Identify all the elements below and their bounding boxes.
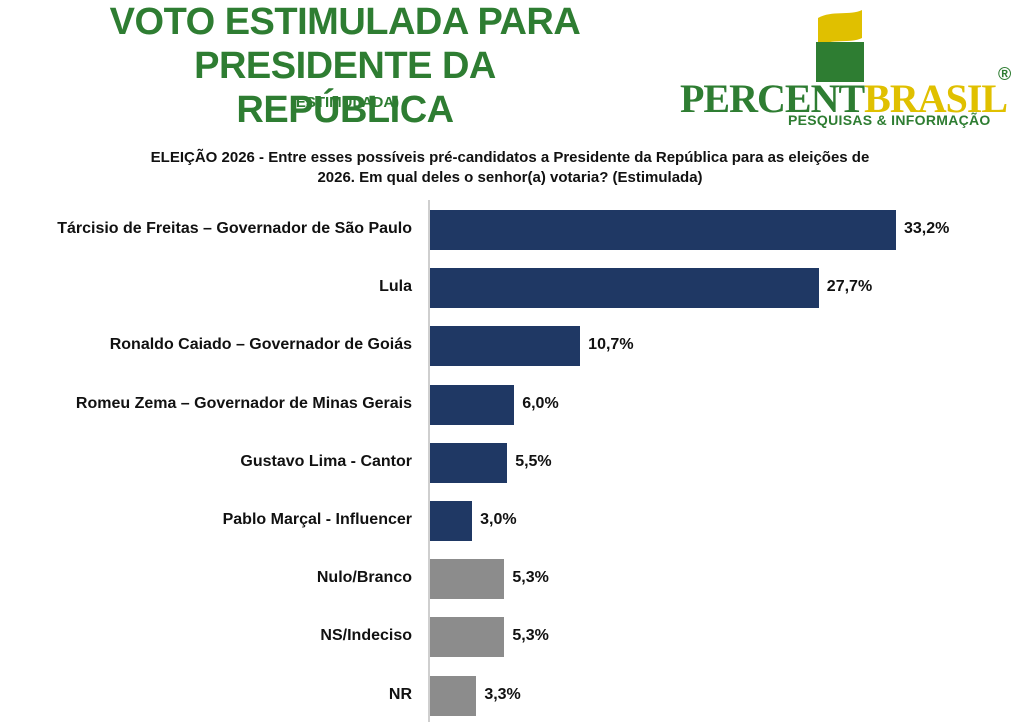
registered-mark: ®	[998, 64, 1012, 84]
logo-wordmark: PERCENTBRASIL	[680, 76, 1008, 121]
value-label: 33,2%	[904, 220, 950, 237]
bar	[430, 384, 515, 425]
category-label: Lula	[379, 278, 412, 296]
value-label: 10,7%	[588, 336, 634, 354]
percentbrasil-logo: PERCENTBRASIL ® PESQUISAS & INFORMAÇÃO	[680, 8, 1020, 133]
bar	[430, 268, 819, 309]
logo-word-percent: PERCENT	[680, 76, 865, 121]
category-label: Pablo Marçal - Influencer	[222, 511, 412, 528]
category-label: Gustavo Lima - Cantor	[240, 452, 412, 470]
value-label: 5,3%	[512, 569, 549, 587]
bar	[430, 501, 473, 541]
logo-flag-icon	[816, 10, 864, 82]
value-label: 6,0%	[522, 394, 559, 412]
category-axis-line	[428, 200, 430, 722]
value-label: 5,5%	[515, 452, 552, 470]
bar	[430, 442, 508, 483]
category-label: Ronaldo Caiado – Governador de Goiás	[109, 336, 412, 354]
question-line-2: 2026. Em qual deles o senhor(a) votaria?…	[317, 169, 703, 186]
category-label: NR	[388, 685, 412, 703]
page-subtitle: (ESTIMULADA)	[290, 94, 400, 111]
bar-chart: Tárcisio de Freitas – Governador de São …	[0, 200, 1024, 722]
value-label: 3,3%	[484, 685, 521, 703]
title-line-1: VOTO ESTIMULADA PARA	[109, 1, 581, 43]
logo-word-brasil: BRASIL	[864, 76, 1008, 121]
category-label: Romeu Zema – Governador de Minas Gerais	[75, 394, 412, 412]
logo-tagline: PESQUISAS & INFORMAÇÃO	[788, 112, 991, 128]
value-label: 27,7%	[826, 278, 873, 296]
value-label: 5,3%	[512, 627, 549, 645]
page-title: VOTO ESTIMULADA PARA PRESIDENTE DA REPÚB…	[100, 0, 590, 132]
value-label: 3,0%	[480, 511, 517, 528]
bar	[430, 326, 581, 367]
title-line-2: PRESIDENTE DA REPÚBLICA	[194, 45, 496, 131]
category-label: Nulo/Branco	[316, 569, 412, 587]
survey-question: ELEIÇÃO 2026 - Entre esses possíveis pré…	[100, 148, 920, 188]
category-label: Tárcisio de Freitas – Governador de São …	[57, 220, 412, 237]
bar	[430, 210, 896, 250]
category-label: NS/Indeciso	[320, 627, 412, 645]
bar	[430, 559, 505, 600]
bar	[430, 675, 477, 716]
bar	[430, 617, 505, 658]
question-line-1: ELEIÇÃO 2026 - Entre esses possíveis pré…	[150, 149, 870, 166]
